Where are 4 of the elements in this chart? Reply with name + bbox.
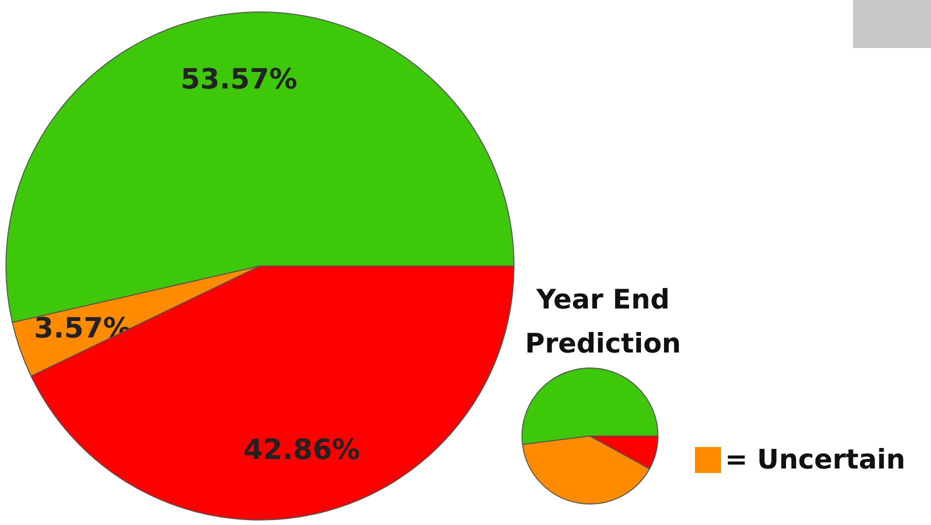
data-label: 53.57%	[180, 62, 298, 96]
data-label: 42.86%	[243, 432, 360, 466]
chart-title: Year End Prediction	[525, 284, 681, 360]
legend-label: = Uncertain	[725, 444, 906, 476]
